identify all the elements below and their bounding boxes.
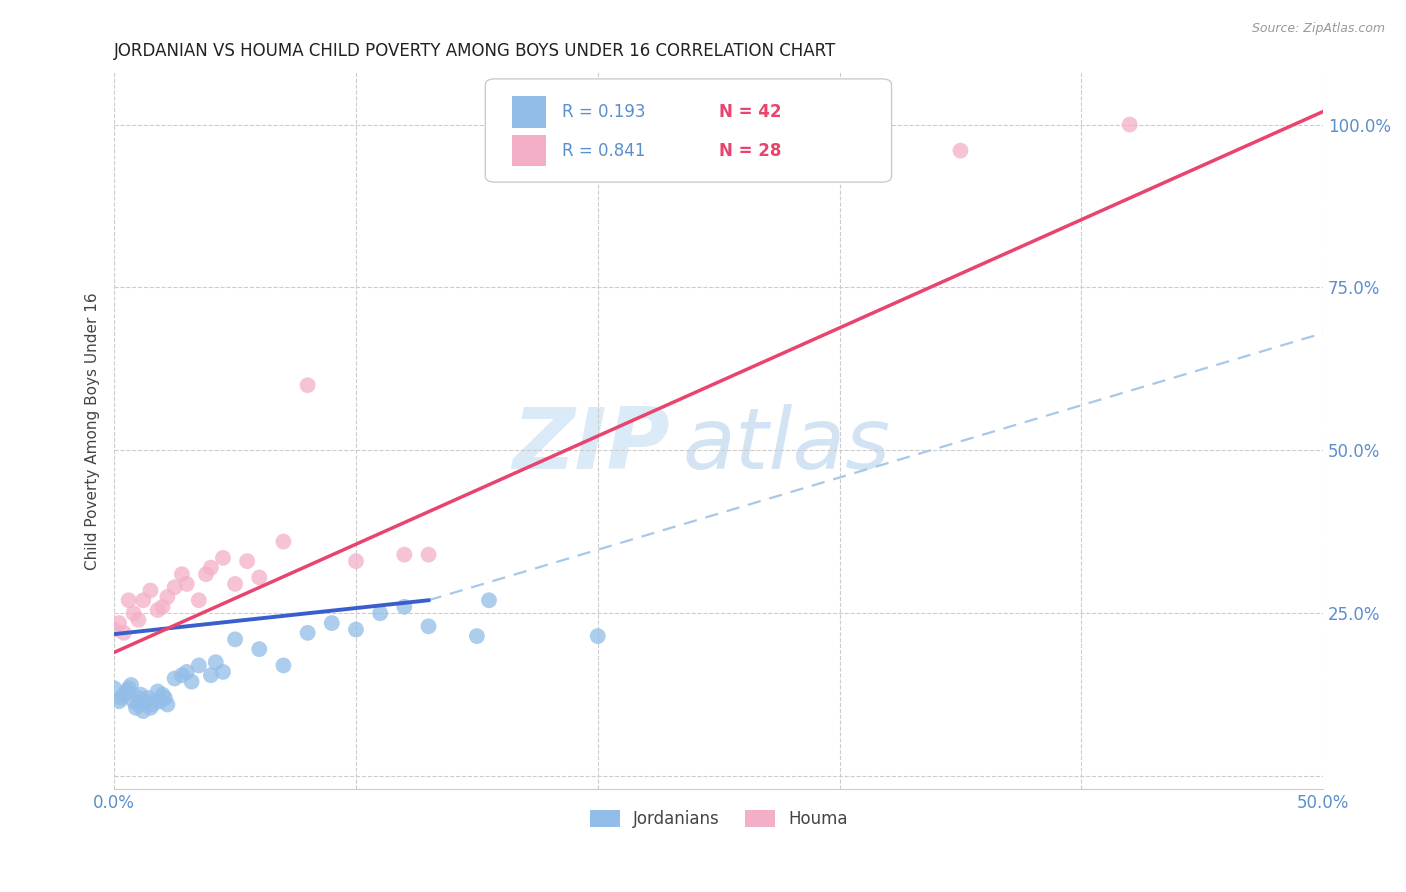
Point bbox=[125, 700, 148, 714]
Point bbox=[118, 681, 141, 696]
Point bbox=[187, 658, 209, 673]
Point bbox=[153, 691, 176, 706]
Point bbox=[170, 567, 193, 582]
Point bbox=[127, 698, 149, 712]
Point bbox=[247, 642, 270, 657]
Point bbox=[297, 625, 319, 640]
Point bbox=[394, 548, 416, 562]
Point bbox=[146, 684, 169, 698]
Point bbox=[418, 619, 440, 633]
Point bbox=[163, 580, 186, 594]
Point bbox=[112, 688, 135, 702]
Point bbox=[122, 694, 145, 708]
Point bbox=[465, 629, 488, 643]
Point bbox=[170, 668, 193, 682]
Point bbox=[368, 607, 391, 621]
Point bbox=[176, 577, 198, 591]
Point bbox=[112, 625, 135, 640]
Point bbox=[152, 688, 174, 702]
Point bbox=[129, 688, 152, 702]
Point bbox=[132, 593, 155, 607]
Point bbox=[180, 674, 202, 689]
Point bbox=[204, 655, 226, 669]
FancyBboxPatch shape bbox=[512, 135, 546, 166]
Text: atlas: atlas bbox=[682, 404, 890, 487]
Point bbox=[418, 548, 440, 562]
FancyBboxPatch shape bbox=[485, 78, 891, 182]
Point bbox=[103, 623, 125, 637]
Point bbox=[139, 700, 162, 714]
Point bbox=[142, 698, 165, 712]
Legend: Jordanians, Houma: Jordanians, Houma bbox=[583, 803, 855, 835]
Point bbox=[135, 694, 157, 708]
Y-axis label: Child Poverty Among Boys Under 16: Child Poverty Among Boys Under 16 bbox=[86, 292, 100, 570]
Point bbox=[115, 684, 138, 698]
Point bbox=[478, 593, 501, 607]
FancyBboxPatch shape bbox=[512, 96, 546, 128]
Point bbox=[156, 698, 179, 712]
Point bbox=[200, 668, 222, 682]
Point bbox=[586, 629, 609, 643]
Point bbox=[297, 378, 319, 392]
Point bbox=[132, 704, 155, 718]
Point bbox=[212, 665, 235, 679]
Text: ZIP: ZIP bbox=[513, 404, 671, 487]
Point bbox=[949, 144, 972, 158]
Point bbox=[394, 599, 416, 614]
Point bbox=[344, 554, 367, 568]
Text: R = 0.193: R = 0.193 bbox=[561, 103, 645, 120]
Point bbox=[136, 691, 159, 706]
Point bbox=[139, 583, 162, 598]
Point bbox=[247, 570, 270, 584]
Point bbox=[224, 632, 246, 647]
Point bbox=[212, 550, 235, 565]
Point bbox=[273, 534, 295, 549]
Point bbox=[108, 694, 131, 708]
Text: JORDANIAN VS HOUMA CHILD POVERTY AMONG BOYS UNDER 16 CORRELATION CHART: JORDANIAN VS HOUMA CHILD POVERTY AMONG B… bbox=[114, 42, 837, 60]
Point bbox=[1118, 118, 1140, 132]
Point bbox=[187, 593, 209, 607]
Text: N = 28: N = 28 bbox=[718, 142, 782, 160]
Point bbox=[108, 615, 131, 630]
Point bbox=[120, 678, 142, 692]
Point bbox=[344, 623, 367, 637]
Point bbox=[321, 615, 343, 630]
Point bbox=[176, 665, 198, 679]
Text: R = 0.841: R = 0.841 bbox=[561, 142, 645, 160]
Point bbox=[149, 694, 172, 708]
Point bbox=[195, 567, 218, 582]
Point bbox=[200, 560, 222, 574]
Point bbox=[127, 613, 149, 627]
Point bbox=[273, 658, 295, 673]
Point bbox=[146, 603, 169, 617]
Point bbox=[152, 599, 174, 614]
Point bbox=[163, 672, 186, 686]
Point bbox=[156, 590, 179, 604]
Point bbox=[110, 691, 132, 706]
Point bbox=[118, 593, 141, 607]
Text: N = 42: N = 42 bbox=[718, 103, 782, 120]
Point bbox=[236, 554, 259, 568]
Point bbox=[224, 577, 246, 591]
Point bbox=[122, 607, 145, 621]
Point bbox=[127, 691, 149, 706]
Text: Source: ZipAtlas.com: Source: ZipAtlas.com bbox=[1251, 22, 1385, 36]
Point bbox=[103, 681, 125, 696]
